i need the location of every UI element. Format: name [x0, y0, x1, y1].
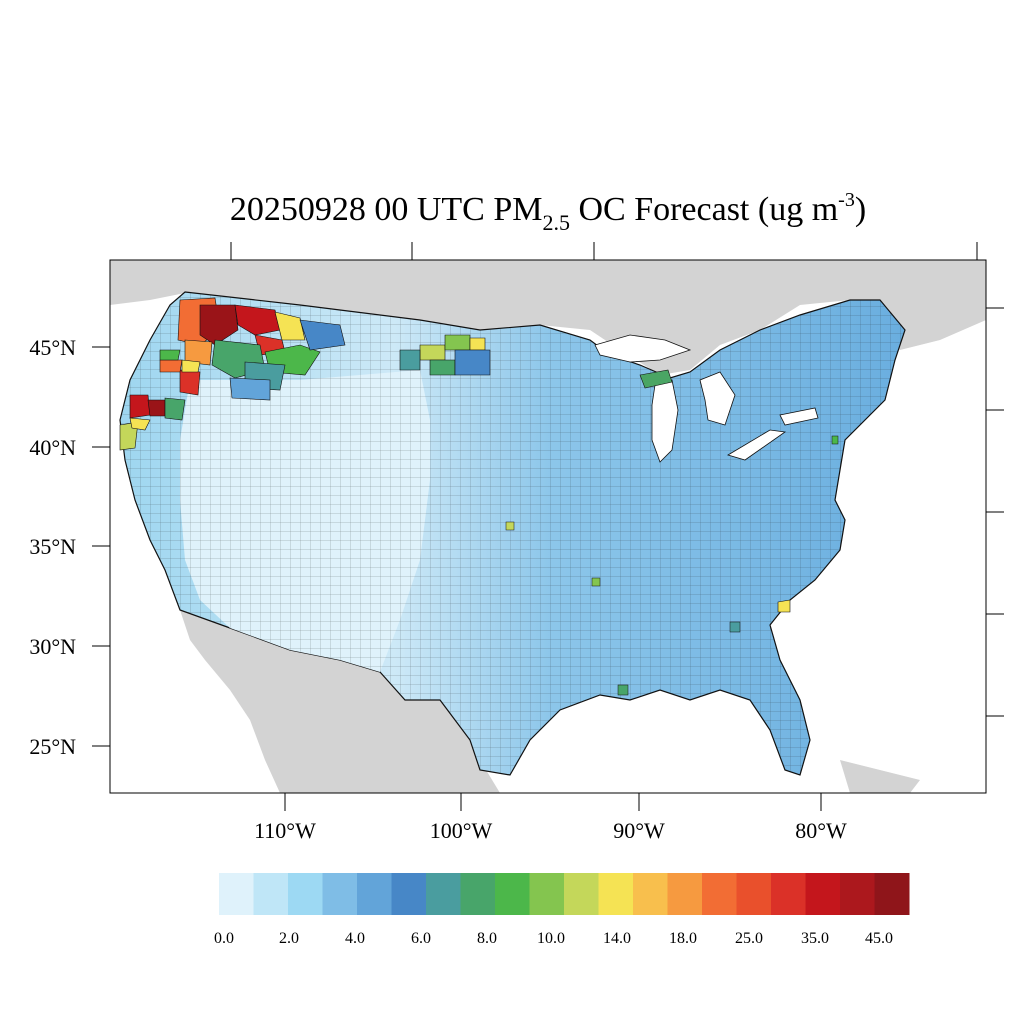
- colorbar-swatch: [426, 873, 461, 915]
- colorbar: [219, 873, 910, 915]
- colorbar-label: 0.0: [214, 930, 234, 947]
- map-layers: [110, 260, 986, 793]
- lake-erie: [727, 429, 787, 461]
- lon-label: 110°W: [254, 818, 316, 843]
- lat-label: 40°N: [29, 435, 76, 460]
- caribbean-land: [840, 760, 920, 793]
- colorbar-swatch: [598, 873, 634, 915]
- title-suffix: ): [855, 191, 866, 228]
- title-subscript: 2.5: [542, 210, 570, 235]
- lake-superior: [594, 334, 692, 363]
- oregon-california-hotspot: [119, 349, 201, 451]
- lat-label: 25°N: [29, 734, 76, 759]
- colorbar-label: 35.0: [801, 930, 829, 947]
- lake-huron: [699, 371, 736, 426]
- colorbar-swatch: [357, 873, 392, 915]
- colorbar-labels: 0.0 2.0 4.0 6.0 8.0 10.0 14.0 18.0 25.0 …: [214, 930, 893, 947]
- right-ticks: [986, 307, 1004, 717]
- colorbar-swatch: [702, 873, 737, 915]
- title-prefix: 20250928 00 UTC PM: [230, 191, 543, 228]
- lon-label: 90°W: [613, 818, 665, 843]
- chart-title: 20250928 00 UTC PM2.5 OC Forecast (ug m-…: [230, 189, 866, 235]
- colorbar-swatch: [805, 873, 841, 915]
- colorbar-swatch: [460, 873, 496, 915]
- colorbar-swatch: [633, 873, 668, 915]
- arkansas-hotspot: [591, 577, 601, 587]
- colorbar-label: 6.0: [411, 930, 431, 947]
- left-ticks: [92, 346, 110, 747]
- colorbar-label: 18.0: [669, 930, 697, 947]
- colorbar-swatch: [529, 873, 565, 915]
- colorbar-swatch: [288, 873, 323, 915]
- top-ticks: [230, 242, 978, 260]
- kansas-hotspot: [505, 521, 515, 531]
- south-carolina-hotspot: [777, 599, 791, 613]
- colorbar-label: 14.0: [603, 930, 631, 947]
- colorbar-swatch: [495, 873, 530, 915]
- colorbar-swatch: [219, 873, 254, 915]
- lat-label: 30°N: [29, 634, 76, 659]
- pennsylvania-hotspot: [831, 435, 839, 445]
- map-frame: [109, 259, 987, 794]
- colorbar-swatch: [667, 873, 703, 915]
- north-dakota-hotspot: [399, 334, 491, 376]
- longitude-labels: 110°W 100°W 90°W 80°W: [254, 818, 847, 843]
- colorbar-label: 10.0: [537, 930, 565, 947]
- lon-label: 100°W: [430, 818, 493, 843]
- colorbar-swatch: [391, 873, 427, 915]
- colorbar-swatch: [840, 873, 875, 915]
- colorbar-swatch: [253, 873, 289, 915]
- lake-michigan: [651, 379, 679, 463]
- upper-michigan-hotspot: [639, 369, 673, 389]
- colorbar-label: 8.0: [477, 930, 497, 947]
- colorbar-swatch: [771, 873, 806, 915]
- title-middle: OC Forecast (ug m: [570, 191, 838, 228]
- georgia-hotspot: [729, 621, 741, 633]
- northern-rockies-hotspot: [177, 297, 346, 401]
- mexico-land: [180, 610, 500, 793]
- lake-ontario: [779, 407, 819, 426]
- colorbar-swatch: [564, 873, 599, 915]
- canada-land: [110, 260, 986, 375]
- lon-label: 80°W: [795, 818, 847, 843]
- colorbar-label: 25.0: [735, 930, 763, 947]
- latitude-labels: 45°N 40°N 35°N 30°N 25°N: [29, 335, 76, 759]
- title-superscript: -3: [838, 189, 855, 211]
- colorbar-swatch: [736, 873, 772, 915]
- colorbar-label: 4.0: [345, 930, 365, 947]
- colorbar-label: 45.0: [865, 930, 893, 947]
- lat-label: 35°N: [29, 534, 76, 559]
- lat-label: 45°N: [29, 335, 76, 360]
- colorbar-label: 2.0: [279, 930, 299, 947]
- colorbar-swatch: [322, 873, 358, 915]
- bottom-ticks: [284, 793, 822, 811]
- louisiana-hotspot: [617, 684, 629, 696]
- colorbar-swatch: [874, 873, 910, 915]
